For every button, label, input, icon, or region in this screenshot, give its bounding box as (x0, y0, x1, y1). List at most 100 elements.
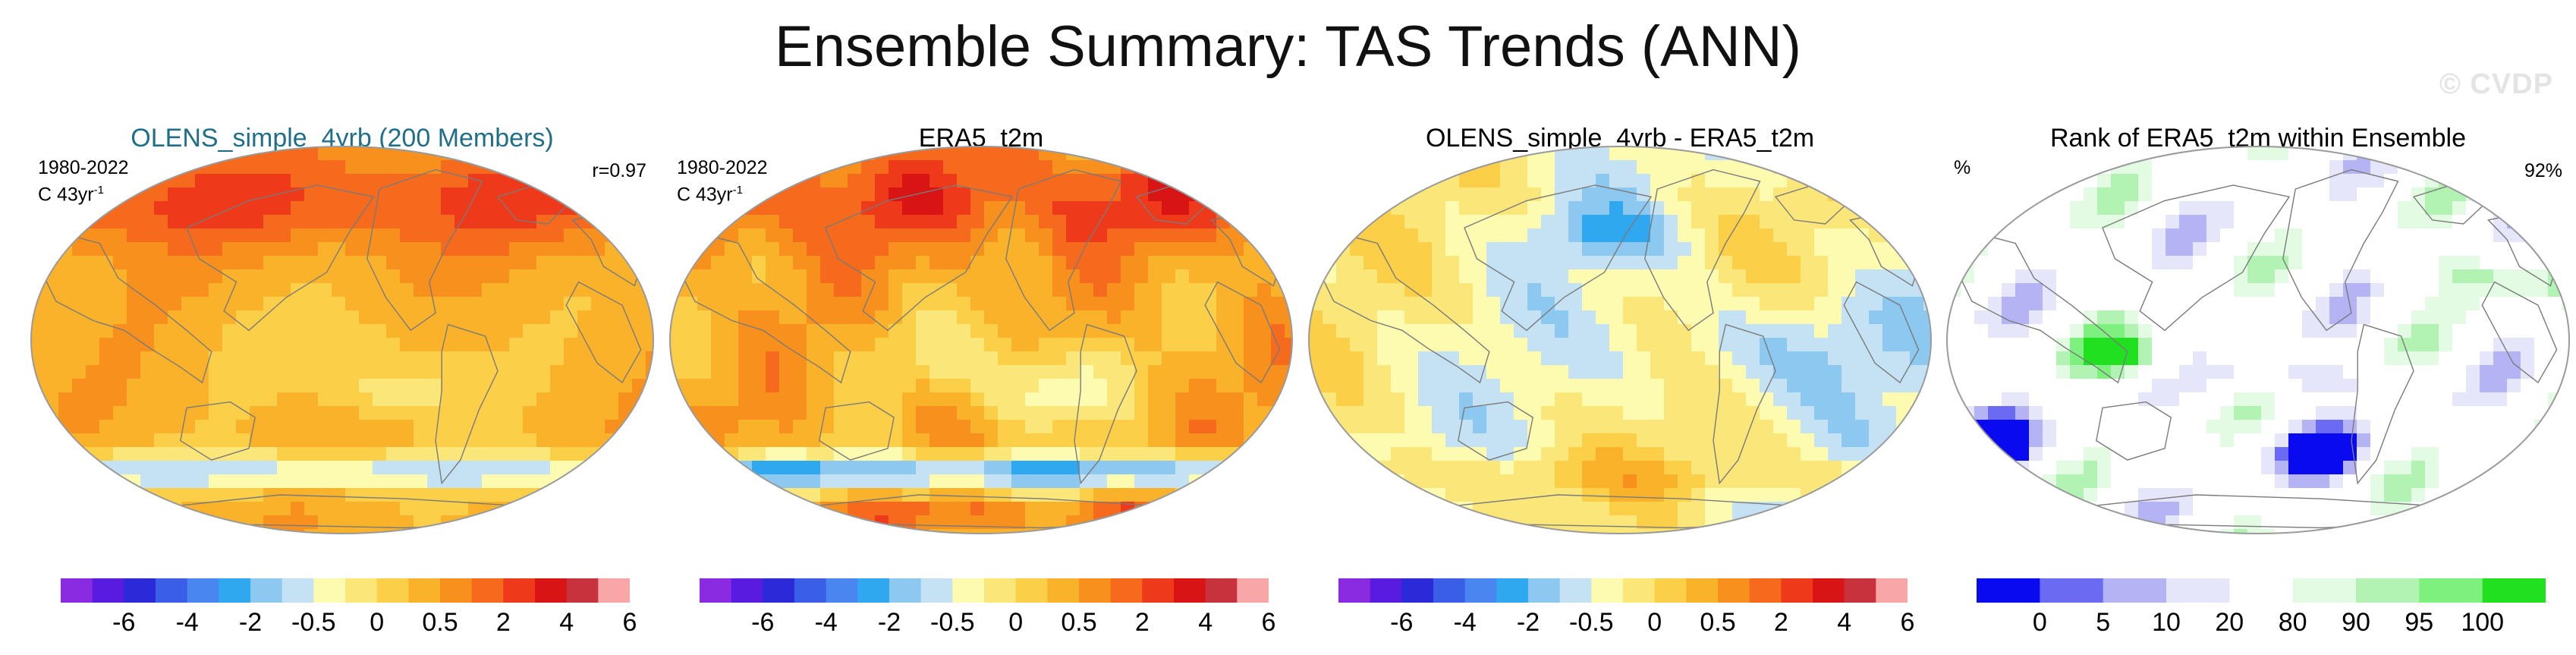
colorbar-swatch (763, 578, 795, 603)
colorbar-tick-label: 10 (2152, 608, 2181, 637)
colorbar-swatch (2229, 578, 2294, 603)
colorbar-tick-label: -6 (112, 608, 136, 637)
colorbar-swatch (2166, 578, 2230, 603)
colorbar-tick-label: 0 (2032, 608, 2047, 637)
colorbar-tick-label: 2 (1134, 608, 1150, 637)
field-cells (31, 146, 653, 534)
colorbar-tick-label: 5 (2096, 608, 2111, 637)
colorbar-swatch (1977, 578, 2040, 603)
colorbar-labels: 0 5 10 20 80 90 95 100 (1977, 607, 2546, 641)
colorbar-swatch (471, 578, 504, 603)
panel-period-units: 1980-2022 C 43yr-1 (677, 157, 768, 206)
colorbar-tick-label: -2 (877, 608, 901, 637)
colorbar-tick-label: 80 (2278, 608, 2307, 637)
colorbar-swatch (1591, 578, 1624, 603)
colorbar-swatch (566, 578, 599, 603)
robinson-map (1308, 146, 1932, 534)
colorbar-tick-label: 0.5 (1700, 608, 1736, 637)
colorbar-swatch (1654, 578, 1687, 603)
colorbar-tick-label: 0 (1008, 608, 1024, 637)
colorbar-swatch (535, 578, 568, 603)
map-border (1946, 146, 2570, 534)
colorbar-swatch (250, 578, 283, 603)
colorbar-swatch (794, 578, 827, 603)
colorbar-tick-label: 6 (1900, 608, 1915, 637)
colorbar-swatch (1496, 578, 1529, 603)
coastlines (36, 168, 648, 529)
map-border (30, 146, 654, 534)
panel-period-units: 1980-2022 C 43yr-1 (38, 157, 129, 206)
colorbar-swatch (2482, 578, 2546, 603)
colorbar-swatch (1781, 578, 1813, 603)
colorbar-swatch (1142, 578, 1175, 603)
colorbar-labels: -6 -4 -2 -0.5 0 0.5 2 4 6 (700, 607, 1275, 641)
colorbar-tick-label: -0.5 (1569, 608, 1614, 637)
colorbar-labels: -6 -4 -2 -0.5 0 0.5 2 4 6 (1338, 607, 1914, 641)
colorbar-swatch (124, 578, 156, 603)
colorbar-swatch (1623, 578, 1656, 603)
robinson-map (669, 146, 1293, 534)
colorbar-swatch (156, 578, 188, 603)
map-border (669, 146, 1293, 534)
colorbar-swatch (1079, 578, 1112, 603)
colorbar-swatch (1047, 578, 1080, 603)
colorbar-tick-label: 2 (495, 608, 511, 637)
field-cells (1309, 146, 1931, 534)
colorbar-swatch (1686, 578, 1719, 603)
colorbar-swatch (1015, 578, 1048, 603)
colorbar-swatch (503, 578, 536, 603)
colorbar-swatch (1433, 578, 1466, 603)
colorbar (700, 578, 1269, 603)
panel-period-units: % (1954, 157, 1971, 178)
robinson-map (30, 146, 654, 534)
colorbar-swatch (984, 578, 1017, 603)
field-cells (1947, 146, 2569, 534)
colorbar-tick-label: -4 (1453, 608, 1477, 637)
colorbar-tick-label: 0 (1647, 608, 1662, 637)
colorbar-swatch (857, 578, 890, 603)
colorbar-swatch (889, 578, 922, 603)
colorbar-swatch (376, 578, 409, 603)
colorbar-tick-label: 0.5 (1061, 608, 1097, 637)
colorbar-swatch (92, 578, 124, 603)
colorbar-swatch (1876, 578, 1908, 603)
colorbar-swatch (1464, 578, 1497, 603)
colorbar-swatch (2103, 578, 2167, 603)
colorbar-tick-label: 100 (2461, 608, 2505, 637)
colorbar-tick-label: 6 (1261, 608, 1276, 637)
colorbar-tick-label: 4 (1198, 608, 1213, 637)
map-border (1308, 146, 1932, 534)
colorbar-swatch (282, 578, 314, 603)
colorbar-tick-label: 95 (2405, 608, 2434, 637)
colorbar-tick-label: 2 (1773, 608, 1788, 637)
colorbar-swatch (1110, 578, 1143, 603)
colorbar-swatch (700, 578, 732, 603)
colorbar-swatch (1370, 578, 1402, 603)
colorbar-tick-label: -2 (1516, 608, 1540, 637)
colorbar-swatch (826, 578, 858, 603)
colorbar-swatch (1749, 578, 1782, 603)
colorbar-swatch (1559, 578, 1592, 603)
colorbar-swatch (187, 578, 219, 603)
colorbar-swatch (440, 578, 473, 603)
colorbar-swatch (1174, 578, 1206, 603)
map-panel-3: OLENS_simple_4yrb - ERA5_t2m -6 -4 -2 -0.5 0 0… (1301, 114, 1939, 637)
colorbar-swatch (1528, 578, 1561, 603)
colorbar (61, 578, 630, 603)
colorbar-swatch (1338, 578, 1371, 603)
colorbar-tick-label: -6 (751, 608, 775, 637)
colorbar-tick-label: 0.5 (422, 608, 458, 637)
colorbar-tick-label: 4 (559, 608, 574, 637)
colorbar (1977, 578, 2546, 603)
colorbar-tick-label: -2 (238, 608, 263, 637)
colorbar-tick-label: 20 (2215, 608, 2244, 637)
colorbar-swatch (952, 578, 985, 603)
colorbar-swatch (345, 578, 378, 603)
colorbar-tick-label: -4 (814, 608, 838, 637)
cvdp-watermark: © CVDP (2439, 68, 2553, 100)
colorbar-swatch (219, 578, 251, 603)
colorbar-swatch (61, 578, 93, 603)
colorbar-tick-label: 4 (1837, 608, 1852, 637)
figure-title: Ensemble Summary: TAS Trends (ANN) (775, 14, 1801, 79)
colorbar-swatch (1237, 578, 1269, 603)
